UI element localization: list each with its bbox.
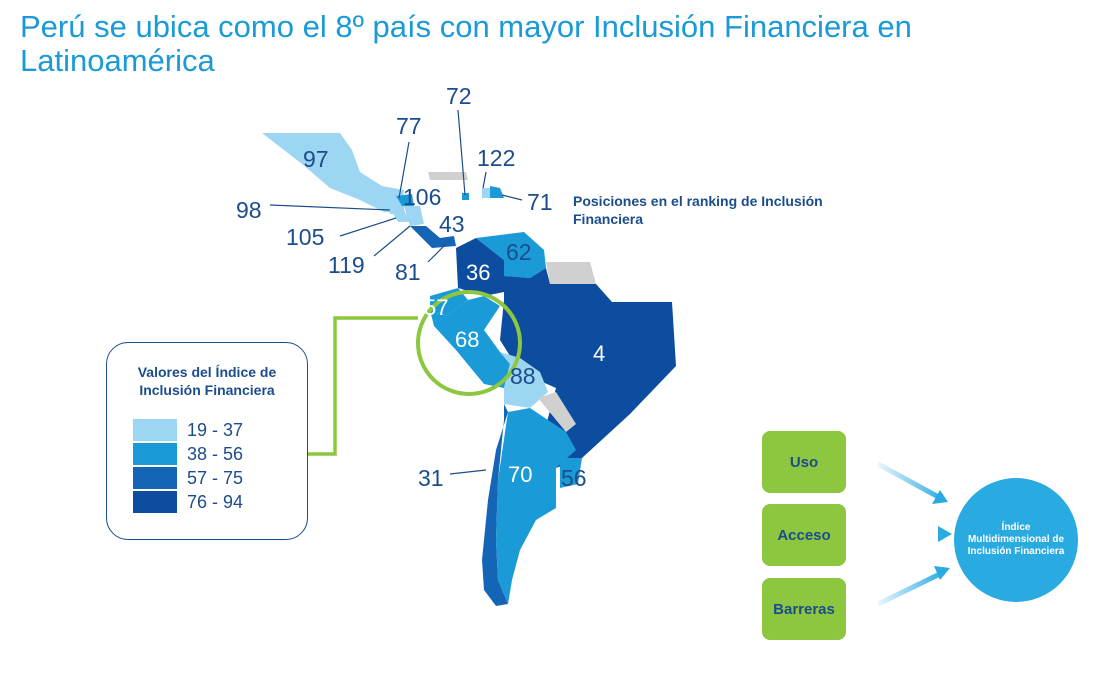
rank-haiti: 122 xyxy=(477,145,515,171)
legend-label: 76 - 94 xyxy=(187,492,244,512)
arrow-acceso-head xyxy=(938,526,952,542)
legend-label: 57 - 75 xyxy=(187,468,244,488)
region-venezuela xyxy=(476,232,546,278)
legend: Valores del Índice de Inclusión Financie… xyxy=(106,342,308,540)
index-circle: Índice Multidimensional de Inclusión Fin… xyxy=(954,478,1078,602)
region-argentina xyxy=(496,408,576,604)
rank-bolivia: 88 xyxy=(510,363,536,389)
page-title: Perú se ubica como el 8º país con mayor … xyxy=(20,9,912,78)
rank-honduras: 77 xyxy=(396,113,422,139)
region-cuba xyxy=(428,172,468,180)
legend-swatch xyxy=(133,467,177,489)
leader-haiti xyxy=(482,171,487,189)
legend-swatch xyxy=(133,443,177,465)
region-bolivia xyxy=(500,352,548,408)
region-chile xyxy=(482,404,508,606)
rank-peru: 68 xyxy=(455,327,479,352)
region-honduras xyxy=(396,194,414,206)
rank-colombia-interior: 36 xyxy=(466,260,490,285)
legend-swatch xyxy=(133,419,177,441)
region-dominican-republic xyxy=(490,186,504,198)
arrow-barreras-head xyxy=(934,566,950,580)
arrow-barreras xyxy=(876,569,946,607)
region-peru xyxy=(430,296,510,388)
rank-jamaica: 72 xyxy=(446,83,472,109)
leader-honduras xyxy=(398,141,410,199)
index-label: Índice Multidimensional de Inclusión Fin… xyxy=(967,522,1065,557)
leader-jamaica xyxy=(457,109,466,196)
region-jamaica xyxy=(462,193,469,200)
legend-label: 38 - 56 xyxy=(187,444,244,464)
rank-el-salvador: 105 xyxy=(286,224,324,250)
barreras-box: Barreras xyxy=(762,578,846,640)
region-brazil xyxy=(500,268,676,468)
leader-chile xyxy=(449,469,487,475)
region-haiti xyxy=(482,188,490,198)
ranking-caption: Posiciones en el ranking de Inclusión Fi… xyxy=(573,193,823,227)
arrow-uso xyxy=(876,461,946,503)
region-el-salvador xyxy=(392,210,410,222)
rank-dominican-republic: 71 xyxy=(527,189,553,215)
leader-dominican-republic xyxy=(501,194,523,201)
leader-guatemala xyxy=(269,204,391,211)
region-mexico xyxy=(262,133,404,212)
arrow-uso-head xyxy=(932,490,948,504)
rank-argentina: 70 xyxy=(508,462,532,487)
acceso-box: Acceso xyxy=(762,504,846,566)
leader-colombia xyxy=(427,243,447,263)
legend-title: Valores del Índice de Inclusión Financie… xyxy=(137,364,277,398)
rank-chile: 31 xyxy=(418,465,444,491)
rank-mexico: 97 xyxy=(303,146,329,172)
region-uruguay xyxy=(560,458,582,488)
peru-highlight-circle xyxy=(416,290,522,396)
rank-uruguay: 56 xyxy=(561,465,587,491)
leader-nicaragua xyxy=(373,225,411,257)
region-panama xyxy=(410,226,456,248)
legend-label: 19 - 37 xyxy=(187,420,244,440)
legend-swatch xyxy=(133,491,177,513)
rank-ecuador: 57 xyxy=(424,295,448,320)
rank-colombia: 81 xyxy=(395,259,421,285)
uso-box: Uso xyxy=(762,431,846,493)
rank-nicaragua: 119 xyxy=(328,252,365,278)
rank-panama: 43 xyxy=(439,211,465,237)
region-paraguay xyxy=(538,392,576,432)
region-guyanas xyxy=(546,262,596,284)
region-colombia xyxy=(456,238,504,296)
rank-venezuela: 62 xyxy=(506,239,532,265)
rank-brazil: 4 xyxy=(593,341,605,366)
rank-costa-rica: 106 xyxy=(403,184,441,210)
region-nicaragua xyxy=(404,206,424,226)
leader-lines xyxy=(269,109,523,475)
rank-guatemala: 98 xyxy=(236,197,262,223)
leader-el-salvador xyxy=(339,217,397,237)
